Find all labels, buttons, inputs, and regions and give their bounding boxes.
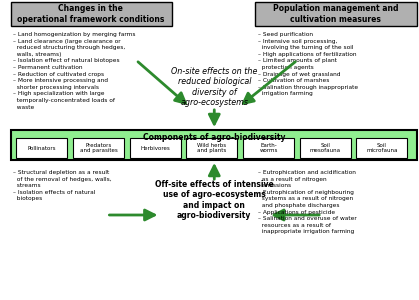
FancyBboxPatch shape xyxy=(186,138,237,158)
Text: Components of agro-biodiversity: Components of agro-biodiversity xyxy=(143,133,285,142)
Text: Soil
mesofauna: Soil mesofauna xyxy=(310,142,341,153)
FancyBboxPatch shape xyxy=(16,138,67,158)
Text: – Structural depletion as a result
  of the removal of hedges, walls,
  streams
: – Structural depletion as a result of th… xyxy=(13,170,112,201)
FancyBboxPatch shape xyxy=(73,138,124,158)
Text: Wild herbs
and plants: Wild herbs and plants xyxy=(197,142,226,153)
Text: – Seed purification
– Intensive soil processing,
  involving the turning of the : – Seed purification – Intensive soil pro… xyxy=(259,32,359,96)
FancyBboxPatch shape xyxy=(129,138,181,158)
Text: Earth-
worms: Earth- worms xyxy=(259,142,278,153)
FancyBboxPatch shape xyxy=(300,138,351,158)
Text: Soil
microfauna: Soil microfauna xyxy=(366,142,398,153)
Text: Changes in the
operational framework conditions: Changes in the operational framework con… xyxy=(17,4,165,24)
FancyBboxPatch shape xyxy=(243,138,294,158)
FancyBboxPatch shape xyxy=(256,2,417,26)
Text: Herbivores: Herbivores xyxy=(140,146,170,151)
Text: – Eutrophication and acidification
  as a result of nitrogen
  emissions
– Eutro: – Eutrophication and acidification as a … xyxy=(259,170,357,234)
Text: Population management and
cultivation measures: Population management and cultivation me… xyxy=(273,4,398,24)
Text: Predators
and parasites: Predators and parasites xyxy=(80,142,117,153)
FancyBboxPatch shape xyxy=(357,138,407,158)
FancyBboxPatch shape xyxy=(10,2,172,26)
Text: – Land homogenization by merging farms
– Land clearance (large clearance or
  re: – Land homogenization by merging farms –… xyxy=(13,32,136,110)
Text: Off-site effects of intensive
use of agro-ecosystems
and impact on
agro-biodiver: Off-site effects of intensive use of agr… xyxy=(155,180,274,220)
Text: On-site effects on the
reduced biological
diversity of
agro-ecosystems: On-site effects on the reduced biologica… xyxy=(171,67,257,107)
FancyBboxPatch shape xyxy=(10,130,417,160)
Text: Pollinators: Pollinators xyxy=(28,146,56,151)
